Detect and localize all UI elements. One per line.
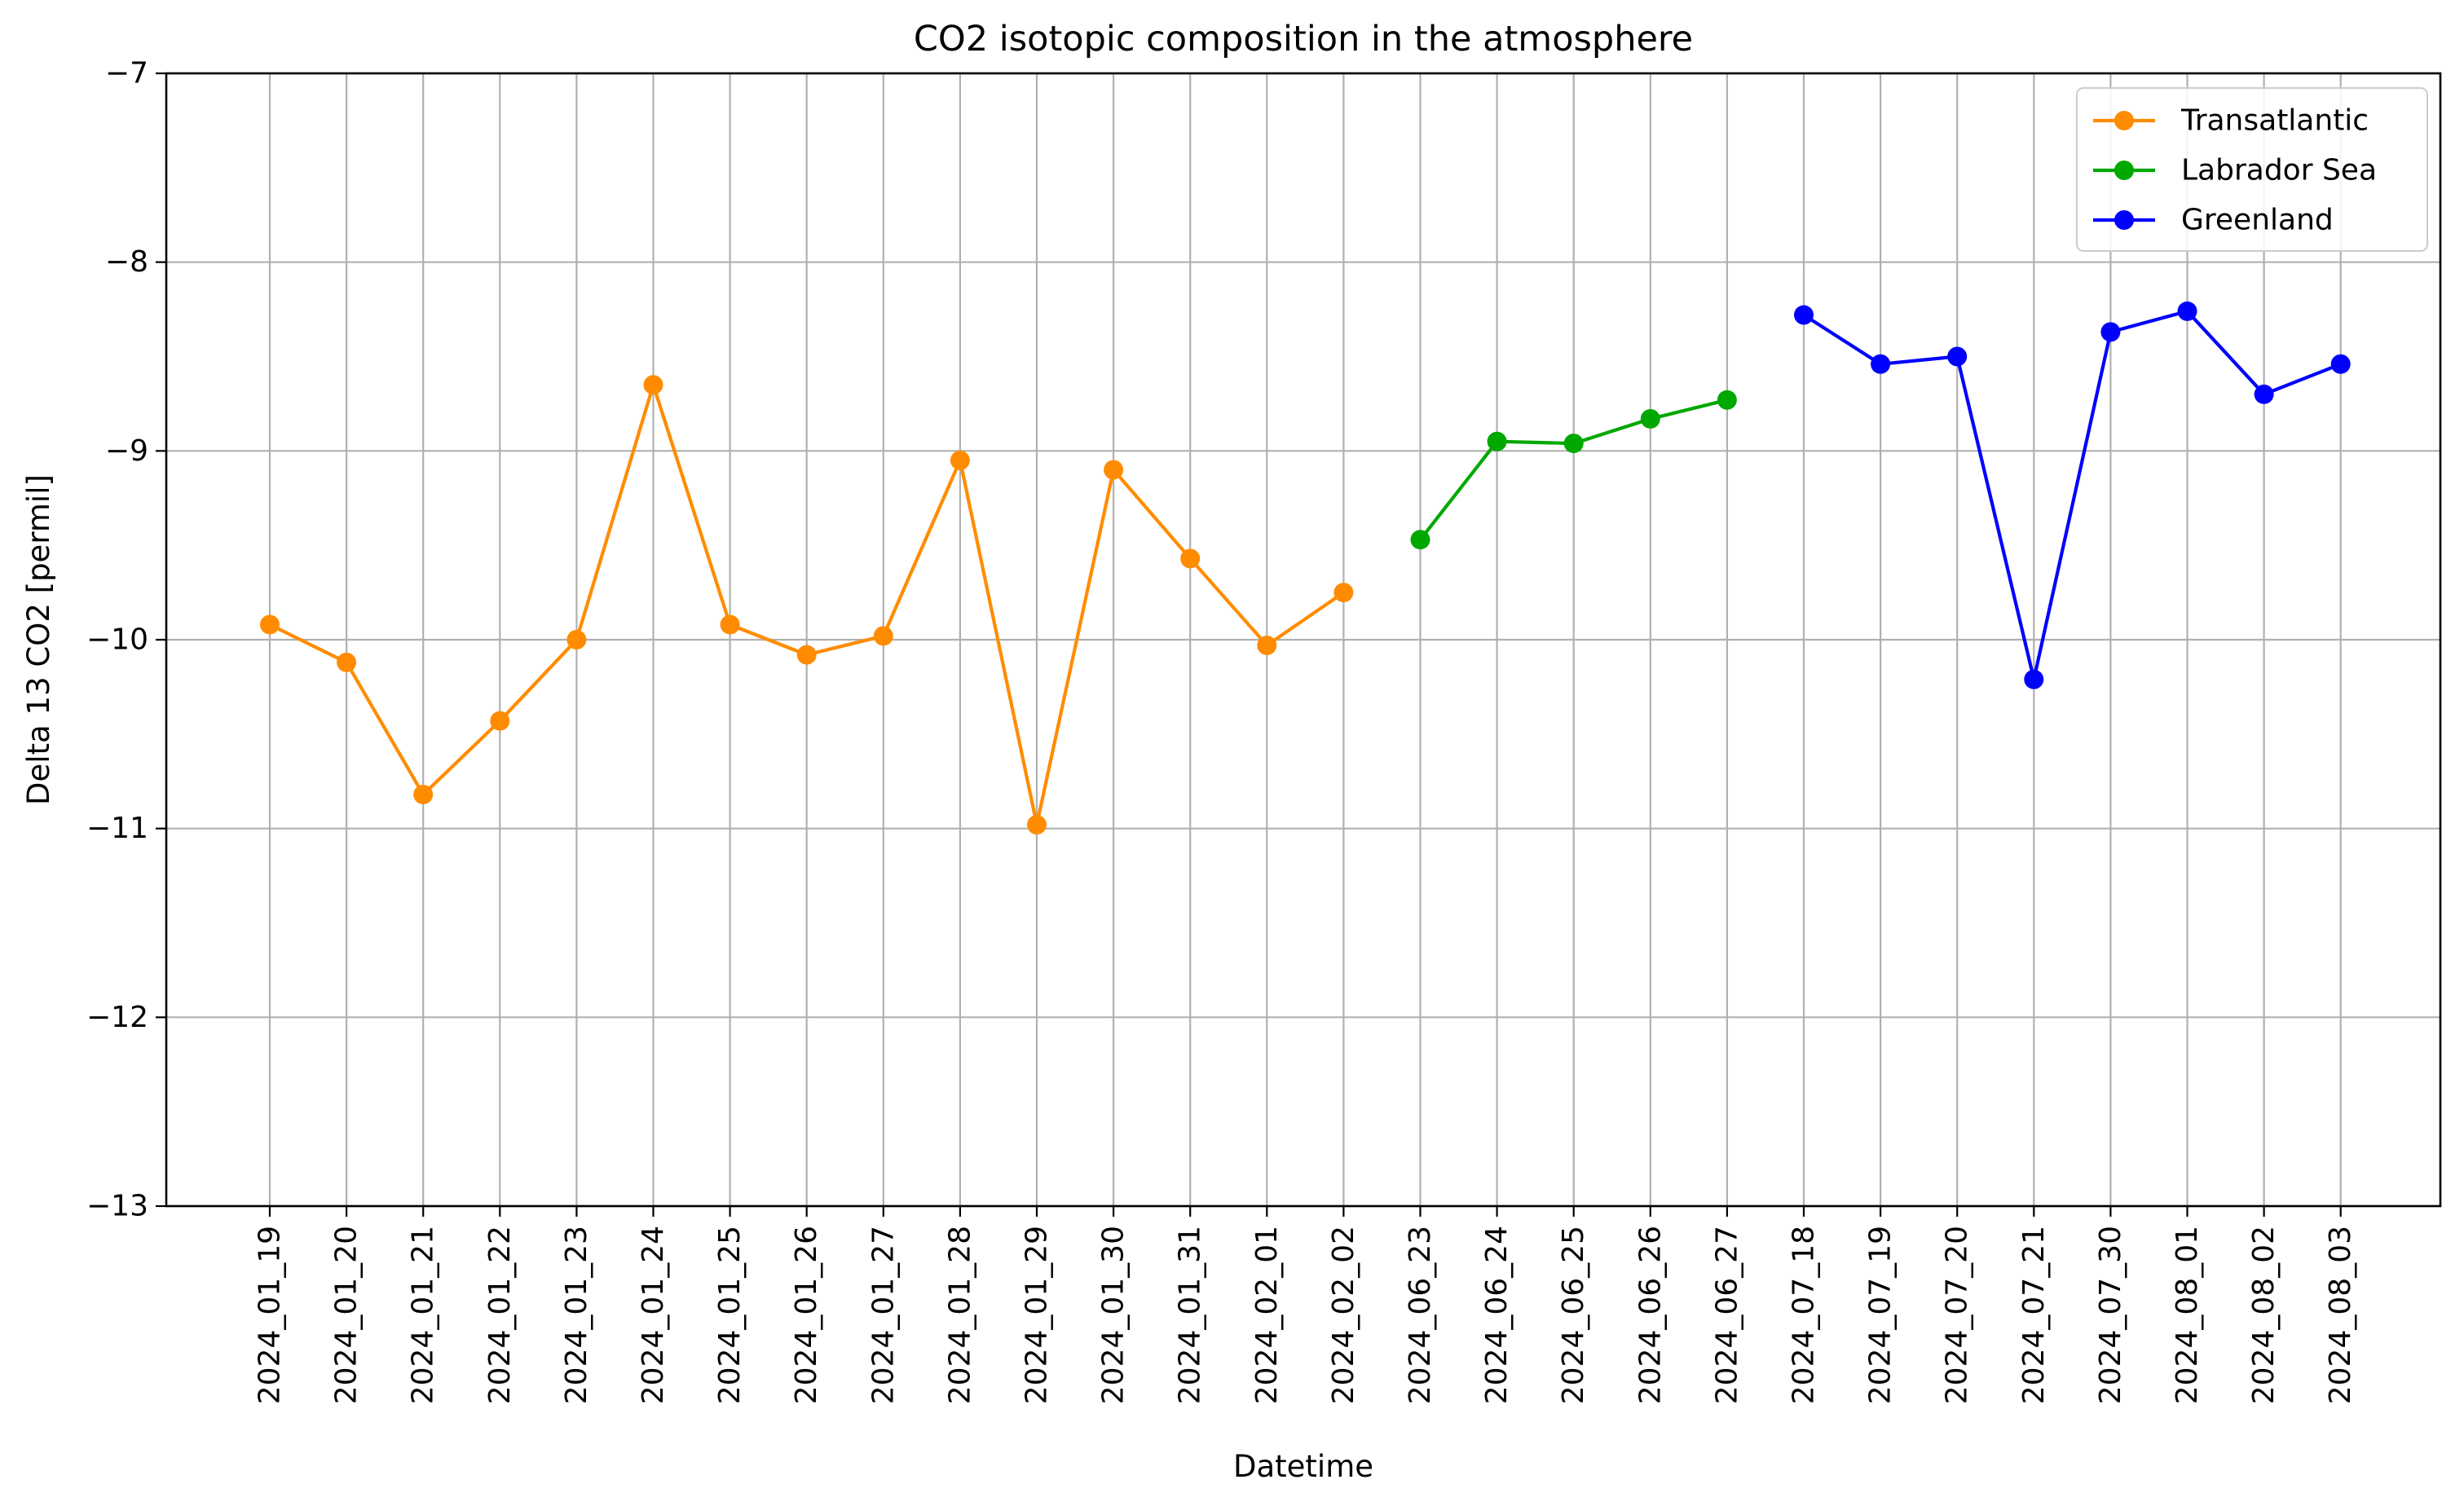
y-tick-label: −13 xyxy=(86,1190,148,1223)
x-tick-label: 2024_01_20 xyxy=(330,1226,364,1404)
data-point xyxy=(720,614,740,635)
legend-marker xyxy=(2114,210,2134,230)
x-tick-label: 2024_06_27 xyxy=(1710,1226,1743,1404)
y-tick-label: −10 xyxy=(86,623,148,657)
data-point xyxy=(950,450,970,470)
x-tick-label: 2024_01_25 xyxy=(713,1226,747,1404)
data-point xyxy=(796,645,817,665)
x-tick-label: 2024_01_31 xyxy=(1174,1226,1207,1404)
data-point xyxy=(413,784,434,804)
x-tick-label: 2024_01_21 xyxy=(407,1226,440,1404)
x-tick-label: 2024_01_29 xyxy=(1020,1226,1054,1404)
data-point xyxy=(1027,815,1047,835)
x-tick-label: 2024_08_02 xyxy=(2247,1226,2281,1404)
data-point xyxy=(1333,583,1354,603)
chart-title: CO2 isotopic composition in the atmosphe… xyxy=(914,19,1693,59)
series-greenland xyxy=(1794,301,2351,689)
x-tick-label: 2024_01_19 xyxy=(253,1226,287,1404)
y-axis-label: Delta 13 CO2 [permil] xyxy=(21,474,56,805)
x-tick-label: 2024_01_30 xyxy=(1097,1226,1131,1404)
data-point xyxy=(1257,635,1277,655)
data-point xyxy=(2177,301,2197,321)
x-tick-label: 2024_07_21 xyxy=(2017,1226,2051,1404)
data-point xyxy=(490,711,510,731)
data-point xyxy=(2254,384,2274,404)
data-point xyxy=(337,652,357,672)
data-point xyxy=(643,375,663,395)
y-tick-label: −12 xyxy=(86,1001,148,1034)
legend-label: Greenland xyxy=(2181,204,2334,237)
data-point xyxy=(1640,408,1660,429)
x-tick-label: 2024_01_23 xyxy=(560,1226,593,1404)
data-point xyxy=(873,626,893,646)
data-point xyxy=(260,614,280,635)
x-tick-label: 2024_01_22 xyxy=(483,1226,517,1404)
x-tick-label: 2024_06_24 xyxy=(1480,1226,1514,1404)
data-point xyxy=(1410,530,1430,550)
series-transatlantic xyxy=(260,375,1354,835)
x-tick-label: 2024_01_26 xyxy=(790,1226,823,1404)
data-point xyxy=(2330,354,2351,374)
x-tick-label: 2024_07_30 xyxy=(2094,1226,2127,1404)
x-tick-label: 2024_07_19 xyxy=(1864,1226,1898,1404)
y-tick-label: −8 xyxy=(105,245,148,279)
legend: Transatlantic Labrador Sea Greenland xyxy=(2076,87,2428,252)
x-tick-label: 2024_06_26 xyxy=(1633,1226,1667,1404)
y-tick-label: −7 xyxy=(105,57,148,90)
data-point xyxy=(566,630,587,650)
data-point xyxy=(1947,346,1968,367)
x-tick-label: 2024_07_18 xyxy=(1787,1226,1821,1404)
x-tick-label: 2024_02_01 xyxy=(1250,1226,1284,1404)
x-tick-label: 2024_01_28 xyxy=(943,1226,976,1404)
x-axis: 2024_01_19 2024_01_20 2024_01_21 2024_01_22… xyxy=(253,1206,2357,1404)
data-point xyxy=(1871,354,1891,374)
legend-marker xyxy=(2114,161,2134,180)
x-tick-label: 2024_06_23 xyxy=(1404,1226,1437,1404)
series-line xyxy=(1802,309,2342,681)
x-tick-label: 2024_01_27 xyxy=(866,1226,900,1404)
x-tick-label: 2024_01_24 xyxy=(637,1226,670,1404)
data-point xyxy=(2024,669,2044,689)
data-point xyxy=(1104,460,1124,480)
x-tick-label: 2024_08_01 xyxy=(2171,1226,2204,1404)
x-tick-label: 2024_07_20 xyxy=(1941,1226,1974,1404)
data-point xyxy=(2100,322,2121,342)
y-tick-label: −9 xyxy=(105,434,148,468)
data-point xyxy=(1180,548,1201,569)
series-labrador-sea xyxy=(1410,390,1737,550)
y-axis: −7 −8 −9 −10 −11 −12 −13 xyxy=(86,57,166,1223)
series-layer xyxy=(260,301,2351,835)
y-tick-label: −11 xyxy=(86,812,148,845)
x-axis-label: Datetime xyxy=(1233,1449,1373,1484)
data-point xyxy=(1794,305,1814,325)
legend-box xyxy=(2076,87,2428,252)
data-point xyxy=(1717,390,1737,410)
legend-marker xyxy=(2114,111,2134,130)
legend-label: Transatlantic xyxy=(2180,104,2369,138)
x-tick-label: 2024_02_02 xyxy=(1327,1226,1360,1404)
data-point xyxy=(1563,434,1584,454)
x-tick-label: 2024_08_03 xyxy=(2324,1226,2357,1404)
data-point xyxy=(1487,431,1507,451)
legend-label: Labrador Sea xyxy=(2181,154,2377,187)
x-tick-label: 2024_06_25 xyxy=(1557,1226,1590,1404)
